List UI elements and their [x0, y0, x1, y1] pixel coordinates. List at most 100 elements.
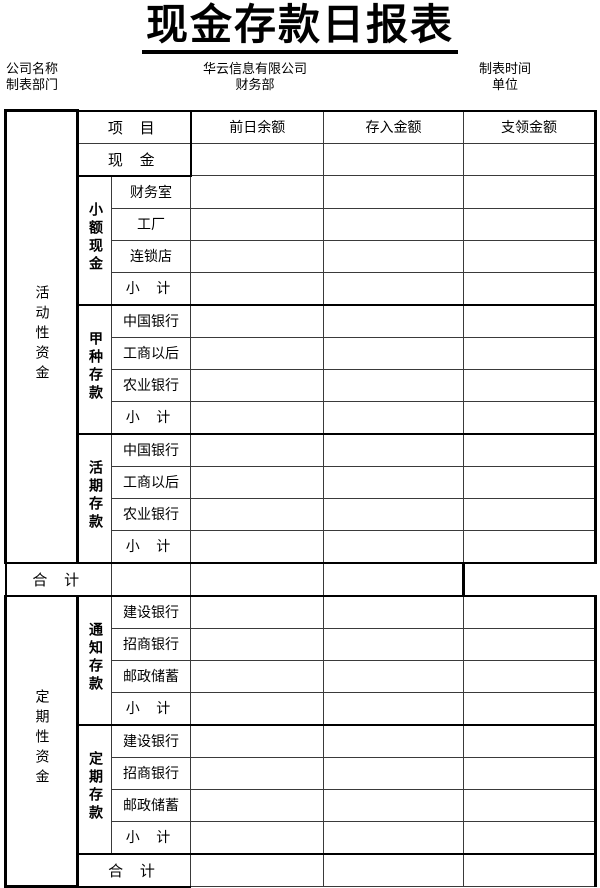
row-label-abc: 农业银行 [111, 497, 191, 531]
cell-section-total-prev-balance[interactable] [190, 853, 324, 887]
cell-subtotal-deposit[interactable] [323, 691, 464, 726]
column-header-item: 项 目 [76, 109, 192, 144]
cell-subtotal-prev-balance[interactable] [190, 820, 324, 855]
cell-deposit[interactable] [323, 627, 464, 661]
cell-deposit[interactable] [323, 497, 464, 531]
group-label-type-a-deposit: 甲种存款 [76, 303, 112, 435]
cell-subtotal-withdraw[interactable] [463, 820, 597, 855]
table-row: 小额现金 财务室 [6, 174, 597, 306]
cell-prev-balance[interactable] [190, 368, 324, 402]
row-label-section-total: 合 计 [4, 561, 112, 597]
cell-prev-balance[interactable] [190, 465, 324, 499]
cell-prev-balance[interactable] [190, 627, 324, 661]
cell-deposit[interactable] [323, 756, 464, 790]
row-label-subtotal: 小 计 [111, 691, 191, 726]
group-label-fixed-deposit: 定期存款 [76, 723, 112, 855]
group-label-petty-cash: 小额现金 [76, 174, 112, 306]
cell-withdraw[interactable] [463, 627, 597, 661]
cell-subtotal-deposit[interactable] [323, 529, 464, 564]
cell-withdraw[interactable] [463, 433, 597, 467]
cell-section-total-prev-balance[interactable] [111, 562, 191, 596]
cell-deposit[interactable] [323, 788, 464, 822]
cell-subtotal-prev-balance[interactable] [190, 271, 324, 306]
cell-deposit[interactable] [323, 594, 464, 629]
cell-deposit[interactable] [323, 239, 464, 273]
cell-prev-balance[interactable] [190, 594, 324, 629]
cell-prev-balance[interactable] [190, 659, 324, 693]
cell-deposit[interactable] [323, 175, 464, 209]
cell-prev-balance[interactable] [190, 788, 324, 822]
meta-department-value: 财务部 [235, 78, 275, 93]
table-row: 邮政储蓄 [6, 788, 597, 822]
cell-prev-balance[interactable] [190, 304, 324, 338]
cell-prev-balance[interactable] [190, 756, 324, 790]
row-label-cmb: 招商银行 [111, 756, 191, 790]
cell-cash-deposit[interactable] [323, 142, 464, 176]
column-header-deposit: 存入金额 [323, 109, 464, 144]
cell-deposit[interactable] [323, 433, 464, 467]
row-label-subtotal: 小 计 [111, 820, 191, 855]
cell-section-total-withdraw[interactable] [323, 562, 465, 596]
cell-withdraw[interactable] [463, 659, 597, 693]
row-label-subtotal: 小 计 [111, 271, 191, 306]
cell-prev-balance[interactable] [190, 433, 324, 467]
document-title-text: 现金存款日报表 [141, 2, 458, 54]
cell-prev-balance[interactable] [190, 336, 324, 370]
cell-deposit[interactable] [323, 659, 464, 693]
cell-deposit[interactable] [323, 368, 464, 402]
cell-prev-balance[interactable] [190, 239, 324, 273]
cell-deposit[interactable] [323, 336, 464, 370]
cell-withdraw[interactable] [463, 336, 597, 370]
cell-withdraw[interactable] [463, 788, 597, 822]
cell-withdraw[interactable] [463, 465, 597, 499]
cell-section-total-withdraw[interactable] [463, 853, 597, 887]
table-row: 邮政储蓄 [6, 659, 597, 693]
cell-withdraw[interactable] [463, 724, 597, 758]
cell-subtotal-prev-balance[interactable] [190, 691, 324, 726]
table-row: 农业银行 [6, 368, 597, 402]
cell-deposit[interactable] [323, 724, 464, 758]
cell-section-total-deposit[interactable] [323, 853, 464, 887]
table-row-section-total: 合 计 [6, 852, 597, 888]
cell-withdraw[interactable] [463, 594, 597, 629]
cell-withdraw[interactable] [463, 368, 597, 402]
cell-withdraw[interactable] [463, 175, 597, 209]
cell-prev-balance[interactable] [190, 724, 324, 758]
cell-withdraw[interactable] [463, 304, 597, 338]
cell-withdraw[interactable] [463, 207, 597, 241]
row-label-bank-of-china: 中国银行 [111, 304, 191, 338]
column-header-withdraw: 支领金额 [463, 109, 597, 144]
section-label-activity-funds: 活动性资金 [4, 109, 79, 563]
cell-withdraw[interactable] [463, 239, 597, 273]
meta-unit-label: 单位 [491, 78, 518, 93]
cell-deposit[interactable] [323, 304, 464, 338]
group-label-fixed-deposit-text: 定期存款 [87, 751, 103, 823]
table-row-subtotal: 小 计 [6, 820, 597, 855]
cell-deposit[interactable] [323, 207, 464, 241]
group-label-demand-deposit-text: 活期存款 [87, 460, 103, 532]
cell-subtotal-deposit[interactable] [323, 820, 464, 855]
cell-prev-balance[interactable] [190, 207, 324, 241]
cell-cash-prev-balance[interactable] [190, 142, 324, 176]
table-row: 甲种存款 中国银行 [6, 303, 597, 435]
cell-subtotal-deposit[interactable] [323, 400, 464, 435]
cell-subtotal-withdraw[interactable] [463, 691, 597, 726]
cell-prev-balance[interactable] [190, 175, 324, 209]
cell-withdraw[interactable] [463, 756, 597, 790]
cell-section-total-deposit[interactable] [190, 562, 324, 596]
cell-subtotal-withdraw[interactable] [463, 271, 597, 306]
cell-deposit[interactable] [323, 465, 464, 499]
cell-subtotal-withdraw[interactable] [463, 400, 597, 435]
cash-deposit-report-table: 活动性资金 项 目 前日余额 存入金额 支领金额 现 金 小额现金 财务室 工厂… [4, 109, 597, 888]
document-title: 现金存款日报表 [0, 0, 600, 54]
table-row-subtotal: 小 计 [6, 271, 597, 306]
cell-subtotal-withdraw[interactable] [463, 529, 597, 564]
group-label-type-a-deposit-text: 甲种存款 [87, 331, 103, 403]
row-label-cash: 现 金 [76, 142, 192, 177]
cell-cash-withdraw[interactable] [463, 142, 597, 176]
cell-prev-balance[interactable] [190, 497, 324, 531]
cell-subtotal-prev-balance[interactable] [190, 400, 324, 435]
cell-subtotal-prev-balance[interactable] [190, 529, 324, 564]
cell-withdraw[interactable] [463, 497, 597, 531]
cell-subtotal-deposit[interactable] [323, 271, 464, 306]
